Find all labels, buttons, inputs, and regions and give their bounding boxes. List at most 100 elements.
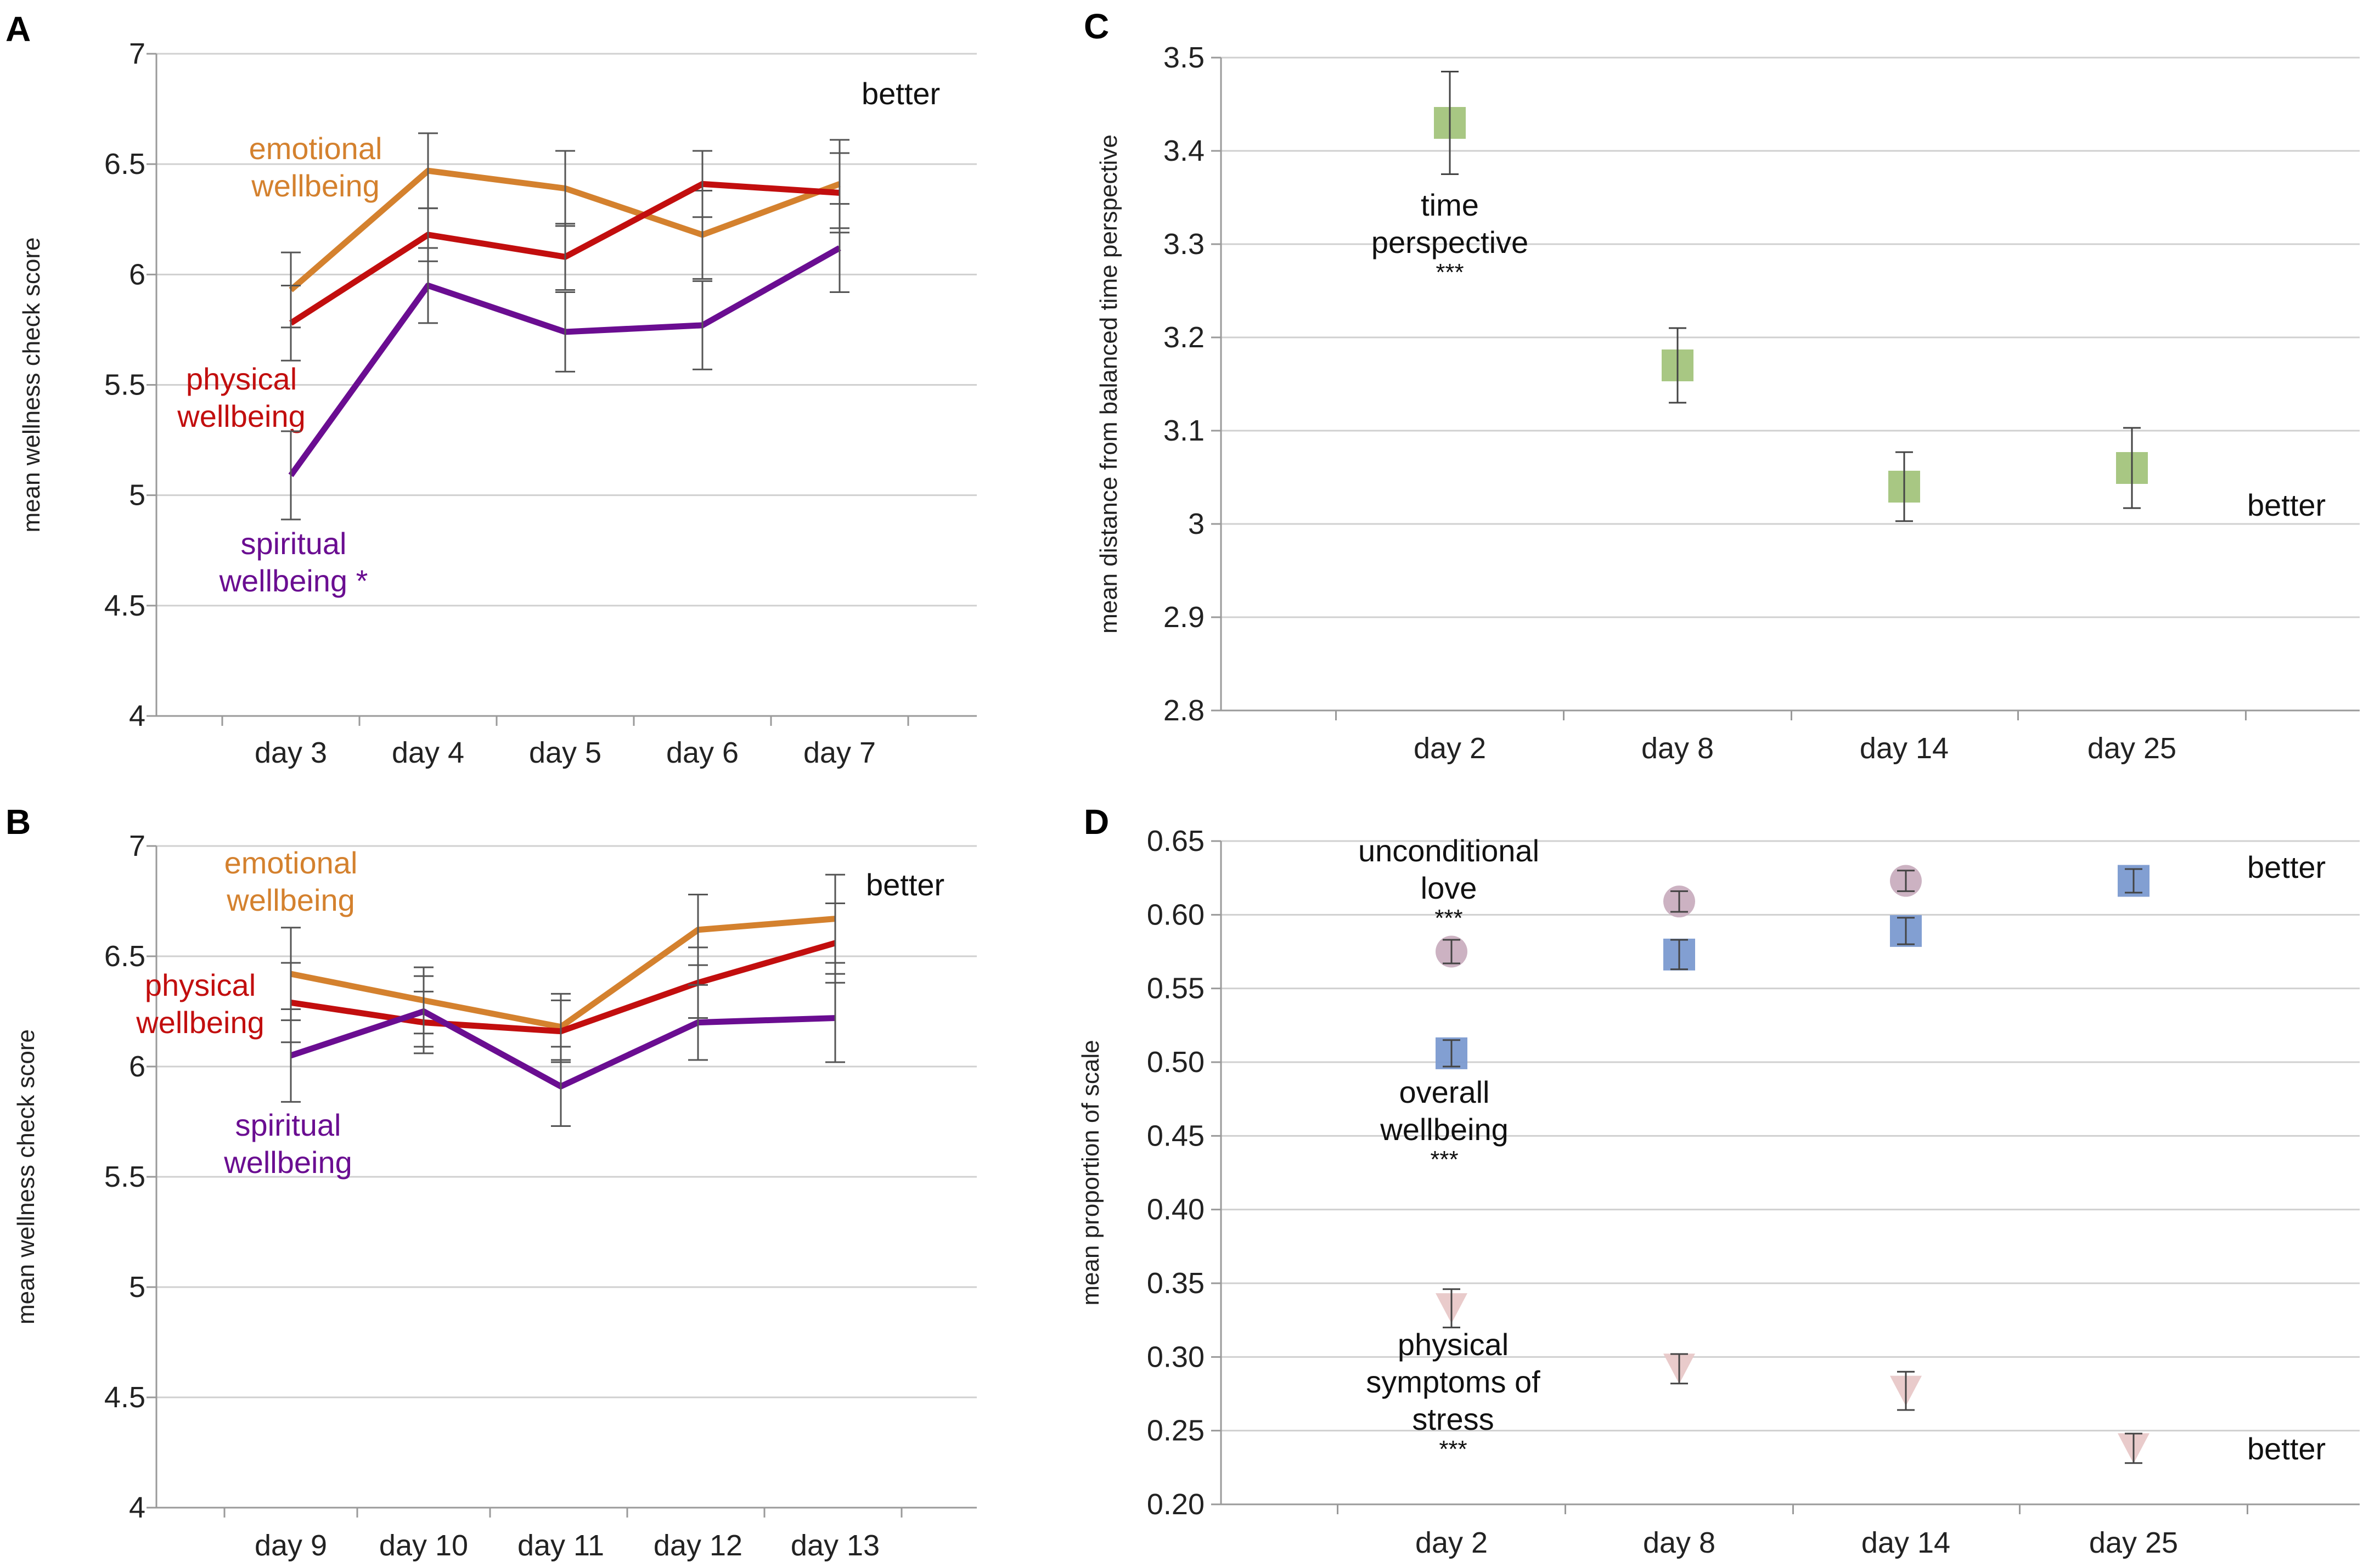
panel-d-y-tick-label: 0.45 — [1147, 1119, 1205, 1152]
panel-d-physical-symptoms-of-stress-label: *** — [1439, 1436, 1467, 1463]
panel-a-x-tick-label: day 4 — [392, 736, 464, 769]
panel-b-y-tick-label: 5.5 — [104, 1160, 145, 1193]
panel-a-physical-wellbeing-label: wellbeing — [177, 399, 306, 433]
panel-a-physical-wellbeing-error-bar — [281, 284, 301, 362]
panel-c-y-axis-title: mean distance from balanced time perspec… — [1095, 134, 1122, 634]
panel-c-time-perspective-label: time — [1421, 188, 1479, 222]
panel-a-y-tick-label: 4.5 — [104, 589, 145, 622]
panel-d-y-tick-label: 0.65 — [1147, 825, 1205, 858]
panel-a-spiritual-wellbeing-label: spiritual — [241, 526, 347, 561]
panel-d-overall-wellbeing-label: *** — [1430, 1146, 1458, 1173]
panel-b-y-tick-label: 6 — [129, 1050, 145, 1083]
panel-d-y-tick-label: 0.30 — [1147, 1340, 1205, 1373]
panel-c-time-perspective-error-bar — [1895, 451, 1913, 522]
panel-c-y-tick-label: 2.8 — [1163, 694, 1205, 727]
panel-c-x-tick-label: day 14 — [1860, 732, 1949, 765]
panel-c-y-tick-label: 3.3 — [1163, 228, 1205, 261]
panel-a-x-tick-label: day 6 — [666, 736, 739, 769]
panel-d-letter: D — [1084, 802, 1109, 842]
panel-c-time-perspective-error-bar — [1669, 327, 1686, 404]
panel-a-x-tick-label: day 3 — [255, 736, 327, 769]
panel-d-better-label: better — [2247, 1431, 2326, 1466]
panel-d-unconditional-love-error-bar — [1670, 890, 1688, 913]
panel-a-spiritual-wellbeing-label: wellbeing * — [219, 563, 368, 598]
panel-b-x-tick-label: day 13 — [791, 1529, 880, 1562]
panel-a-spiritual-wellbeing-error-bar — [418, 247, 438, 324]
panel-c-y-tick-label: 3 — [1188, 507, 1205, 540]
panel-a-emotional-wellbeing-label: wellbeing — [251, 168, 380, 203]
panel-b-spiritual-wellbeing-error-bar — [281, 1008, 301, 1103]
panel-a-physical-wellbeing-label: physical — [186, 362, 297, 396]
panel-a-x-tick-label: day 5 — [529, 736, 601, 769]
panel-d-physical-symptoms-of-stress-label: symptoms of — [1366, 1364, 1540, 1399]
panel-d-overall-wellbeing-label: wellbeing — [1380, 1112, 1509, 1147]
panel-d-y-tick-label: 0.20 — [1147, 1488, 1205, 1521]
panel-a-y-tick-label: 6 — [129, 258, 145, 291]
panel-d-physical-symptoms-of-stress-error-bar — [1670, 1353, 1688, 1385]
panel-a-physical-wellbeing-error-bar — [555, 223, 575, 291]
panel-b-y-tick-label: 4 — [129, 1491, 145, 1524]
panel-d-x-tick-label: day 8 — [1643, 1526, 1715, 1559]
panel-d-chart: D 0.20 0.25 0.30 0.35 0.40 0.45 0.50 0.55 0.60 0.… — [1077, 802, 2360, 1559]
panel-b-emotional-wellbeing-label: emotional — [224, 845, 358, 880]
panel-d-physical-symptoms-of-stress-label: stress — [1412, 1402, 1494, 1436]
panel-d-y-tick-label: 0.60 — [1147, 898, 1205, 931]
panel-b-y-tick-label: 5 — [129, 1271, 145, 1304]
panel-b-y-tick-label: 6.5 — [104, 940, 145, 973]
panel-a-letter: A — [5, 9, 31, 49]
panel-c-x-tick-label: day 25 — [2087, 732, 2176, 765]
panel-d-unconditional-love-label: unconditional — [1358, 833, 1539, 868]
panel-c-y-tick-label: 3.5 — [1163, 41, 1205, 74]
panel-a-emotional-wellbeing-label: emotional — [249, 131, 382, 166]
panel-b-emotional-wellbeing-label: wellbeing — [226, 883, 355, 917]
panel-d-unconditional-love-label: love — [1421, 871, 1477, 905]
panel-d-y-tick-label: 0.25 — [1147, 1414, 1205, 1447]
panel-b-letter: B — [5, 802, 31, 842]
panel-a-better-label: better — [862, 76, 940, 111]
panel-d-physical-symptoms-of-stress-error-bar — [1443, 1288, 1460, 1329]
panel-c-y-tick-label: 2.9 — [1163, 601, 1205, 634]
panel-d-physical-symptoms-of-stress-error-bar — [2125, 1432, 2142, 1464]
panel-a-y-tick-label: 4 — [129, 700, 145, 732]
panel-c-x-tick-label: day 2 — [1414, 732, 1486, 765]
panel-a-spiritual-wellbeing-error-bar — [555, 291, 575, 373]
panel-b-chart: B 4 4.5 5 5.5 6 6.5 7 day 9 day 10 day 11 day 12 da… — [5, 802, 977, 1562]
panel-b-y-tick-label: 7 — [129, 830, 145, 862]
panel-b-spiritual-wellbeing-label: wellbeing — [223, 1145, 352, 1180]
panel-a-y-tick-label: 6.5 — [104, 148, 145, 181]
panel-b-x-tick-label: day 12 — [654, 1529, 742, 1562]
panel-c-chart: C 2.8 2.9 3 3.1 3.2 3.3 3.4 3.5 day 2 day 8 day 14… — [1084, 7, 2360, 765]
panel-b-y-tick-label: 4.5 — [104, 1381, 145, 1414]
panel-a-chart: A 4 4.5 5 5.5 6 6.5 7 day 3 day 4 day 5 day 6 day 7… — [5, 9, 977, 769]
panel-d-unconditional-love-label: *** — [1434, 905, 1462, 932]
panel-a-x-tick-label: day 7 — [803, 736, 876, 769]
panel-d-y-tick-label: 0.40 — [1147, 1193, 1205, 1226]
panel-b-spiritual-wellbeing-error-bar — [825, 973, 845, 1063]
panel-a-spiritual-wellbeing-error-bar — [830, 203, 849, 294]
panel-c-letter: C — [1084, 7, 1109, 46]
panel-b-physical-wellbeing-label: wellbeing — [136, 1005, 265, 1040]
panel-d-x-tick-label: day 2 — [1415, 1526, 1488, 1559]
panel-d-physical-symptoms-of-stress-label: physical — [1398, 1327, 1509, 1362]
panel-a-spiritual-wellbeing-error-bar — [281, 430, 301, 521]
panel-d-x-tick-label: day 14 — [1861, 1526, 1950, 1559]
panel-d-overall-wellbeing-error-bar — [2125, 868, 2142, 894]
panel-b-spiritual-wellbeing-label: spiritual — [235, 1108, 341, 1142]
panel-b-spiritual-wellbeing-error-bar — [551, 1046, 571, 1127]
panel-d-unconditional-love-error-bar — [1897, 870, 1915, 892]
panel-c-better-label: better — [2247, 488, 2326, 522]
panel-c-time-perspective-error-bar — [2123, 427, 2141, 509]
panel-b-spiritual-wellbeing-error-bar — [688, 984, 708, 1061]
panel-d-y-axis-title: mean proportion of scale — [1077, 1040, 1104, 1305]
panel-c-time-perspective-label: perspective — [1371, 225, 1528, 260]
panel-c-time-perspective-error-bar — [1441, 71, 1459, 175]
panel-a-spiritual-wellbeing-error-bar — [693, 280, 712, 370]
panel-c-y-tick-label: 3.1 — [1163, 414, 1205, 447]
panel-a-y-tick-label: 5.5 — [104, 369, 145, 402]
panel-b-x-tick-label: day 9 — [255, 1529, 327, 1562]
panel-d-overall-wellbeing-label: overall — [1399, 1075, 1490, 1109]
panel-d-y-tick-label: 0.50 — [1147, 1046, 1205, 1079]
panel-d-y-tick-label: 0.55 — [1147, 972, 1205, 1005]
panel-b-y-axis-title: mean wellness check score — [13, 1029, 40, 1324]
panel-b-better-label: better — [866, 867, 944, 902]
